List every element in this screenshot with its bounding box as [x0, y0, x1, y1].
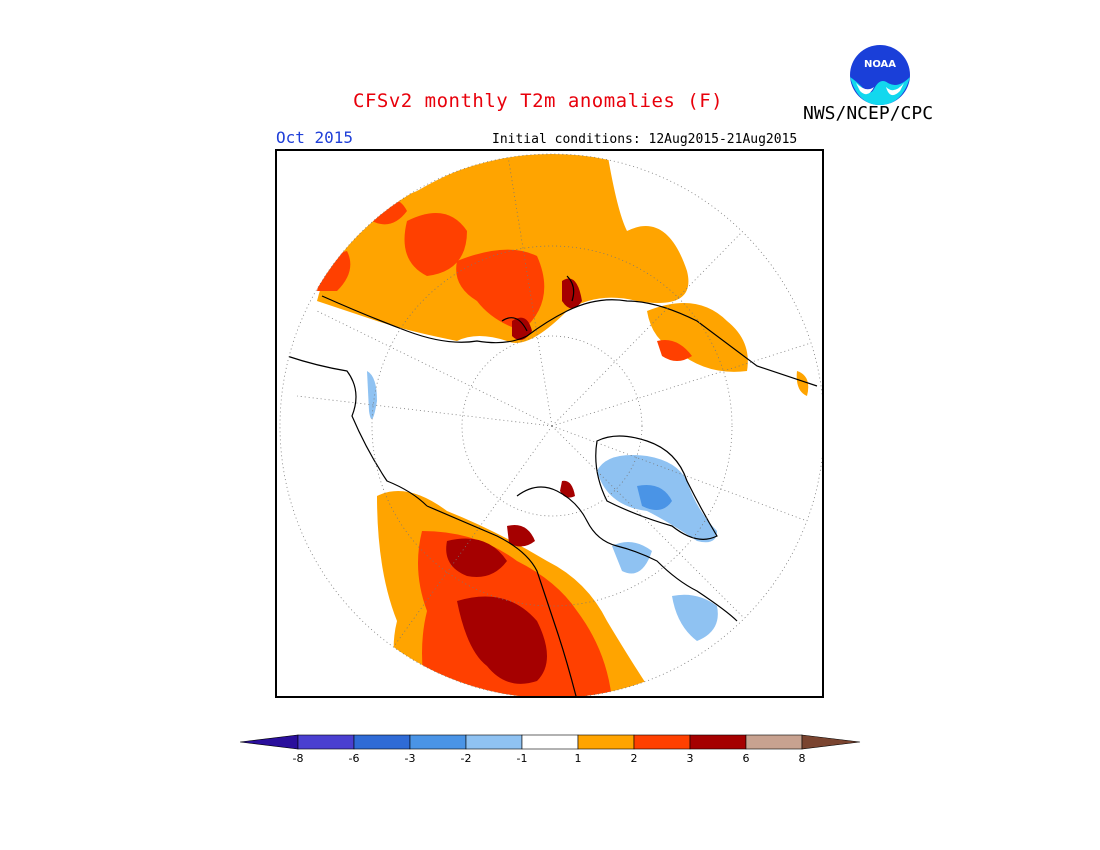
anomaly-northamerica-darkred-1 — [446, 538, 507, 577]
colorbar-bin — [297, 734, 355, 750]
colorbar-tick-label: 8 — [798, 752, 806, 765]
colorbar-tick-label: 6 — [742, 752, 750, 765]
colorbar-bin — [353, 734, 411, 750]
colorbar-tick-label: -6 — [348, 752, 360, 765]
colorbar-tick-label: 3 — [686, 752, 694, 765]
initial-conditions: Initial conditions: 12Aug2015-21Aug2015 — [492, 132, 798, 147]
noaa-logo: NOAA — [849, 44, 911, 106]
colorbar-tick-label: -1 — [516, 752, 528, 765]
anomaly-eurasia-red-3 — [404, 213, 467, 276]
polar-map-svg — [279, 153, 822, 696]
colorbar-low-extension — [240, 734, 299, 750]
chart-title: CFSv2 monthly T2m anomalies (F) — [353, 90, 724, 112]
anomaly-northamerica-darkred-2 — [457, 596, 547, 684]
forecast-period: Oct 2015 — [276, 128, 354, 147]
colorbar-bin — [689, 734, 747, 750]
coastlines — [286, 275, 818, 696]
colorbar-high-extension — [801, 734, 861, 750]
anomaly-scandinavia-red — [657, 340, 692, 361]
anomaly-baffin-blue — [612, 542, 652, 574]
graticule — [296, 155, 818, 657]
colorbar-bin — [465, 734, 523, 750]
anomaly-scandinavia-orange — [647, 303, 748, 372]
anomaly-eurasia-darkred-2 — [512, 317, 532, 340]
color-scale-bar — [240, 734, 861, 750]
noaa-logo-text: NOAA — [864, 59, 896, 70]
colorbar-bin — [409, 734, 467, 750]
colorbar-bin — [521, 734, 579, 750]
anomaly-europe-orange — [796, 371, 809, 396]
colorbar-tick-label: -3 — [404, 752, 416, 765]
anomaly-labrador-blue — [672, 594, 718, 641]
agency-credit: NWS/NCEP/CPC — [803, 103, 934, 124]
colorbar-tick-label: 1 — [574, 752, 582, 765]
anomaly-greenland-blue-2 — [637, 485, 672, 510]
polar-map — [275, 149, 824, 698]
colorbar-bin — [745, 734, 803, 750]
anomaly-eurasia-darkred-1 — [562, 278, 582, 309]
anomaly-alaska-darkred — [507, 525, 535, 547]
anomaly-eurasia-red-2 — [317, 251, 351, 291]
anomaly-eurasia-orange — [317, 154, 689, 343]
colorbar-tick-label: 2 — [630, 752, 638, 765]
anomaly-eurasia-red-4 — [456, 249, 545, 331]
anomaly-islands-darkred — [560, 480, 575, 498]
colorbar-tick-label: -2 — [460, 752, 472, 765]
anomaly-siberia-blue — [367, 371, 377, 419]
colorbar-tick-label: -8 — [292, 752, 304, 765]
colorbar-bin — [577, 734, 635, 750]
colorbar-bin — [633, 734, 691, 750]
